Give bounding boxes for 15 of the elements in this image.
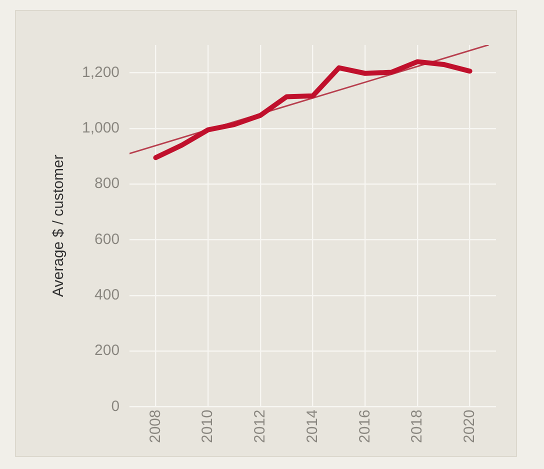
- x-tick-label: 2018: [408, 410, 426, 444]
- x-tick-label: 2010: [199, 410, 216, 444]
- y-tick-label: 800: [94, 175, 120, 192]
- y-tick-label: 400: [94, 286, 120, 304]
- y-axis-title: Average $ / customer: [50, 154, 68, 297]
- y-tick-label: 1,200: [82, 64, 120, 81]
- y-tick-label: 200: [94, 342, 120, 360]
- y-tick-label: 600: [94, 230, 120, 248]
- y-tick-label: 1,000: [82, 120, 120, 137]
- x-tick-label: 2008: [146, 410, 164, 444]
- x-tick-label: 2016: [356, 410, 374, 444]
- x-tick-label: 2020: [460, 410, 478, 444]
- x-tick-label: 2014: [304, 410, 321, 444]
- x-tick-label: 2012: [252, 410, 269, 444]
- y-tick-label: 0: [111, 398, 120, 415]
